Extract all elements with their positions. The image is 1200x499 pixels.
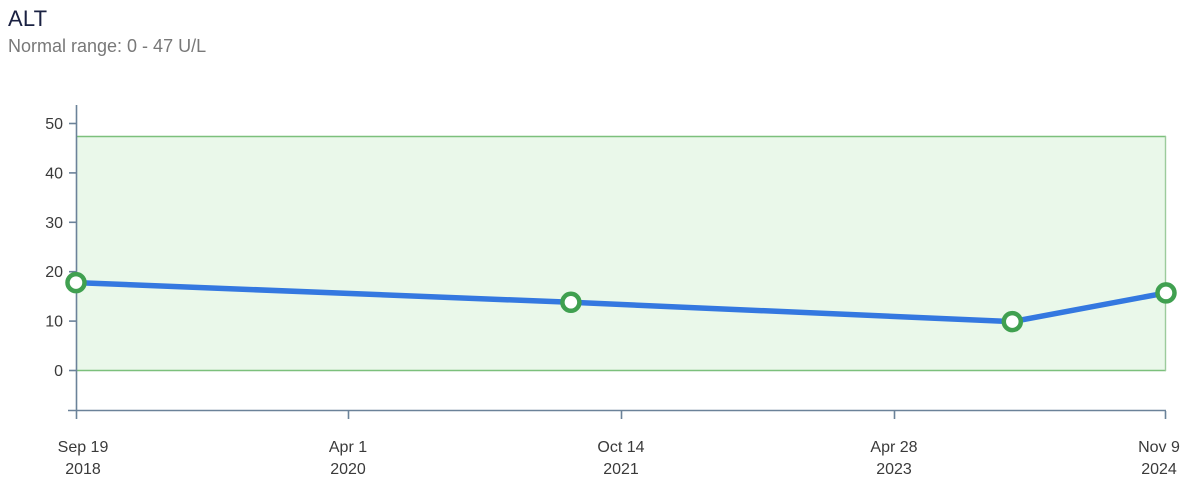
x-tick-label-5-year: 2024 [1141,461,1177,478]
chart-header: ALT Normal range: 0 - 47 U/L [8,6,206,58]
normal-range-band [76,136,1166,371]
x-tick-label-5-date: Nov 9 [1138,439,1180,456]
y-tick-marks [69,122,76,372]
y-tick-label-40: 40 [45,165,63,182]
alt-series-markers: Sep 19 2018: 17.8 U/L Oct 14 2021: 13.8 U… [65,271,1177,333]
data-point-marker[interactable]: Sep 19 2018: 17.8 U/L [65,271,87,294]
alt-series-line [73,279,1169,325]
x-tick-label-2-year: 2020 [330,461,366,478]
data-point-marker[interactable]: Nov 9 2024: 15.7 U/L [1155,282,1177,304]
y-tick-label-10: 10 [45,314,63,331]
data-point-marker[interactable]: Aug 2023: 9.9 U/L [1001,310,1024,333]
x-tick-label-3-date: Oct 14 [597,439,644,456]
x-tick-marks [75,411,1167,419]
page-title: ALT [8,6,48,31]
x-tick-label-1-year: 2018 [65,461,101,478]
x-tick-label-1-date: Sep 19 [58,439,109,456]
y-tick-label-0: 0 [54,363,63,380]
y-tick-label-30: 30 [45,215,63,232]
data-point-marker[interactable]: Oct 14 2021: 13.8 U/L [560,291,582,314]
x-tick-label-2-date: Apr 1 [329,439,367,456]
x-tick-label-4-year: 2023 [876,461,912,478]
y-tick-label-50: 50 [45,116,63,133]
y-tick-label-20: 20 [45,264,63,281]
x-tick-label-4-date: Apr 28 [870,439,917,456]
x-tick-label-3-year: 2021 [603,461,639,478]
normal-range-subtitle: Normal range: 0 - 47 U/L [8,36,207,56]
